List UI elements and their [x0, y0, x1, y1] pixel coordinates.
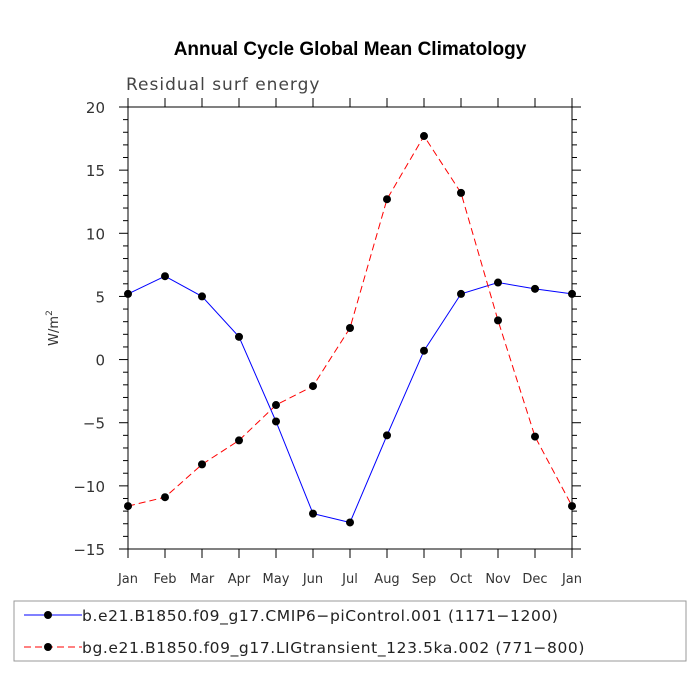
series-1-point [124, 289, 132, 298]
series-layer [124, 132, 576, 527]
x-tick-label: Jun [302, 572, 323, 587]
series-1-point [568, 289, 576, 298]
y-tick-label: −5 [83, 415, 105, 433]
y-tick-label: 10 [86, 225, 105, 243]
series-1-point [309, 509, 317, 518]
series-1-point [494, 278, 502, 287]
y-axis-label-sup: 2 [45, 310, 55, 316]
x-tick-label: Oct [450, 572, 472, 587]
series-2-line [127, 135, 573, 507]
x-tick-label: Apr [228, 572, 251, 587]
series-2-point [383, 195, 391, 204]
series-2-point [235, 436, 243, 445]
series-2-point [272, 401, 280, 410]
series-2-point [124, 502, 132, 511]
chart-title: Annual Cycle Global Mean Climatology [174, 39, 527, 60]
x-tick-label: Jan [561, 572, 582, 587]
legend-marker-series-1 [44, 611, 52, 619]
x-tick-label: Dec [522, 572, 547, 587]
y-tick-label: 5 [95, 288, 105, 306]
y-tick-label: 20 [86, 99, 105, 117]
x-tick-label: Mar [190, 572, 215, 587]
series-1-point [383, 431, 391, 440]
y-axis: −15 −10 −5 0 5 10 15 20 [73, 99, 581, 559]
y-tick-label: −10 [73, 478, 105, 496]
legend-label-series-2: bg.e21.B1850.f09_g17.LIGtransient_123.5k… [82, 639, 585, 658]
chart-subtitle: Residual surf energy [126, 75, 320, 95]
x-tick-label: Feb [153, 572, 176, 587]
series-1-point [198, 292, 206, 301]
series-2-point [531, 432, 539, 441]
x-tick-label: Jan [117, 572, 138, 587]
series-2-point [457, 188, 465, 197]
series-1-point [420, 346, 428, 355]
y-tick-label: 0 [95, 352, 105, 370]
x-tick-label: Nov [485, 572, 511, 587]
series-1-point [531, 284, 539, 293]
series-2-point [309, 382, 317, 391]
legend-label-series-1: b.e21.B1850.f09_g17.CMIP6−piControl.001 … [82, 607, 559, 626]
y-axis-label-text: W/m [47, 316, 62, 346]
x-tick-label: Jul [341, 572, 358, 587]
series-2-point [346, 324, 354, 332]
x-axis: Jan Feb Mar Apr May Jun Jul Aug Sep Oct Nov Dec Jan [117, 98, 582, 587]
series-1-point [457, 289, 465, 298]
series-2-point [161, 493, 169, 502]
y-axis-label: W/m2 [45, 310, 62, 346]
series-1-point [235, 332, 243, 341]
y-tick-label: −15 [73, 541, 105, 559]
legend: b.e21.B1850.f09_g17.CMIP6−piControl.001 … [13, 600, 687, 662]
x-tick-label: Sep [412, 572, 437, 587]
series-2-point [198, 460, 206, 469]
series-2-point [494, 316, 502, 325]
legend-marker-series-2 [44, 643, 52, 651]
series-2-point [420, 132, 428, 141]
x-tick-label: Aug [374, 572, 399, 587]
series-1-point [346, 518, 354, 527]
x-tick-label: May [263, 572, 290, 587]
series-1-point [161, 272, 169, 281]
series-1-line [127, 275, 573, 524]
legend-box [13, 600, 687, 662]
series-1-point [272, 417, 280, 426]
series-2-point [568, 502, 576, 511]
y-tick-label: 15 [86, 162, 105, 180]
